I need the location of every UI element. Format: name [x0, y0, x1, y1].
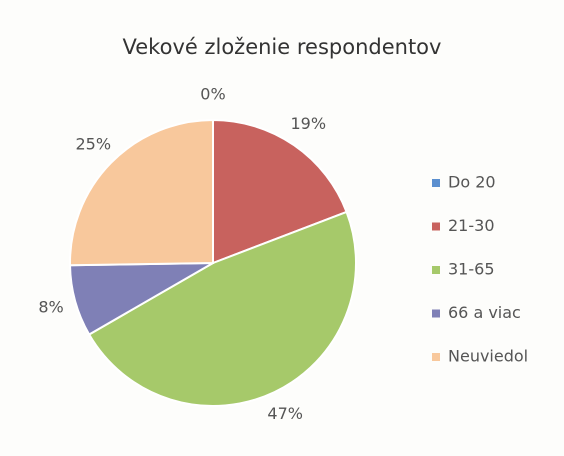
legend-swatch [432, 309, 440, 318]
legend-swatch [432, 179, 440, 187]
pie-slice [87, 210, 357, 407]
legend-swatch [432, 266, 440, 274]
data-label: 8% [38, 297, 63, 316]
data-label: 19% [290, 114, 326, 133]
data-label: 47% [267, 404, 303, 423]
data-label: 25% [75, 135, 111, 154]
legend-label: 66 a viac [448, 303, 521, 322]
legend-label: Neuviedol [448, 347, 528, 366]
data-label: 0% [200, 85, 225, 104]
pie-slice [212, 118, 348, 265]
chart-title: Vekové zloženie respondentov [123, 35, 442, 59]
legend-label: 21-30 [448, 216, 495, 235]
legend-swatch [432, 353, 440, 361]
pie-slice [69, 118, 214, 267]
legend-swatch [432, 222, 440, 231]
legend-label: 31-65 [448, 260, 495, 279]
legend-label: Do 20 [448, 173, 496, 192]
